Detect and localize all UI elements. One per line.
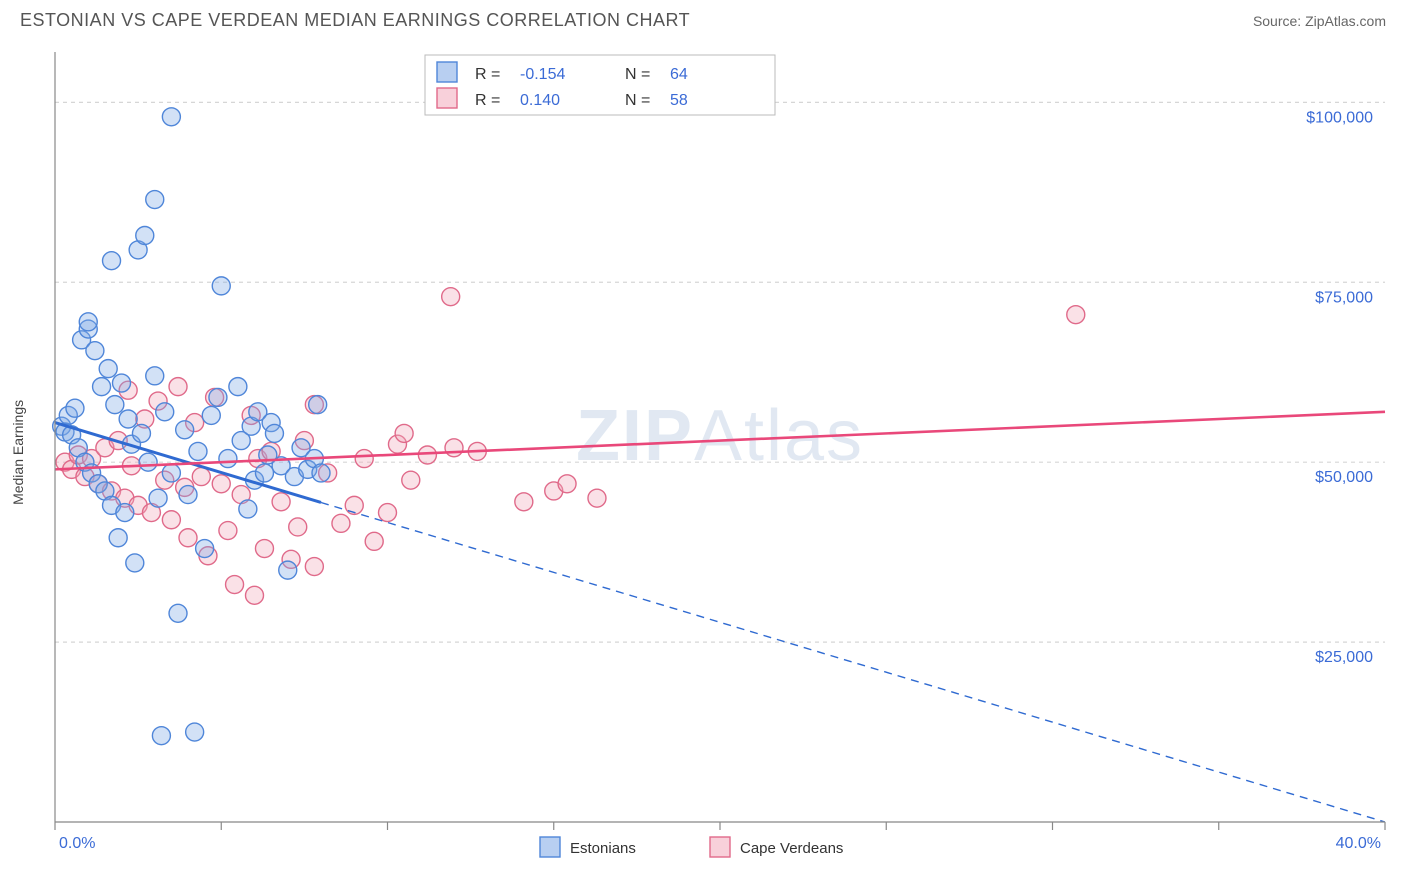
stats-r-value: 0.140 [520, 92, 560, 109]
scatter-point [109, 529, 127, 547]
scatter-point [212, 475, 230, 493]
stats-n-value: 64 [670, 66, 688, 83]
scatter-chart: ZIPAtlas$25,000$50,000$75,000$100,0000.0… [0, 37, 1406, 887]
scatter-point [265, 424, 283, 442]
y-tick-label: $100,000 [1306, 109, 1373, 126]
scatter-point [345, 496, 363, 514]
scatter-point [146, 191, 164, 209]
scatter-point [239, 500, 257, 518]
scatter-point [1067, 306, 1085, 324]
scatter-point [93, 378, 111, 396]
stats-swatch [437, 62, 457, 82]
legend-label: Cape Verdeans [740, 840, 843, 857]
scatter-point [162, 464, 180, 482]
scatter-point [79, 313, 97, 331]
stats-r-label: R = [475, 66, 500, 83]
scatter-point [212, 277, 230, 295]
scatter-point [99, 360, 117, 378]
legend-swatch [710, 837, 730, 857]
scatter-point [219, 522, 237, 540]
scatter-point [312, 464, 330, 482]
stats-r-value: -0.154 [520, 66, 565, 83]
scatter-point [196, 540, 214, 558]
scatter-point [515, 493, 533, 511]
chart-source: Source: ZipAtlas.com [1253, 13, 1386, 29]
stats-n-value: 58 [670, 92, 688, 109]
scatter-point [113, 374, 131, 392]
scatter-point [186, 723, 204, 741]
legend-swatch [540, 837, 560, 857]
scatter-point [355, 450, 373, 468]
y-tick-label: $75,000 [1315, 289, 1373, 306]
scatter-point [116, 504, 134, 522]
scatter-point [588, 489, 606, 507]
scatter-point [279, 561, 297, 579]
scatter-point [146, 367, 164, 385]
scatter-point [246, 586, 264, 604]
scatter-point [418, 446, 436, 464]
y-tick-label: $50,000 [1315, 469, 1373, 486]
scatter-point [445, 439, 463, 457]
scatter-point [66, 399, 84, 417]
chart-container: ZIPAtlas$25,000$50,000$75,000$100,0000.0… [0, 37, 1406, 887]
scatter-point [558, 475, 576, 493]
scatter-point [365, 532, 383, 550]
scatter-point [395, 424, 413, 442]
trendline-estonians-dashed [321, 502, 1385, 822]
scatter-point [162, 511, 180, 529]
scatter-point [169, 604, 187, 622]
stats-r-label: R = [475, 92, 500, 109]
x-tick-label: 40.0% [1336, 835, 1381, 852]
scatter-point [162, 108, 180, 126]
scatter-point [106, 396, 124, 414]
scatter-point [402, 471, 420, 489]
scatter-point [86, 342, 104, 360]
scatter-point [305, 558, 323, 576]
scatter-point [189, 442, 207, 460]
scatter-point [139, 453, 157, 471]
scatter-point [332, 514, 350, 532]
scatter-point [152, 727, 170, 745]
y-axis-label: Median Earnings [10, 400, 26, 505]
scatter-point [132, 424, 150, 442]
stats-n-label: N = [625, 66, 650, 83]
chart-header: ESTONIAN VS CAPE VERDEAN MEDIAN EARNINGS… [0, 0, 1406, 37]
scatter-point [219, 450, 237, 468]
x-tick-label: 0.0% [59, 835, 95, 852]
stats-n-label: N = [625, 92, 650, 109]
scatter-point [209, 388, 227, 406]
scatter-point [289, 518, 307, 536]
legend-label: Estonians [570, 840, 636, 857]
scatter-point [179, 486, 197, 504]
scatter-point [179, 529, 197, 547]
scatter-point [255, 464, 273, 482]
scatter-point [442, 288, 460, 306]
scatter-point [119, 410, 137, 428]
scatter-point [126, 554, 144, 572]
chart-title: ESTONIAN VS CAPE VERDEAN MEDIAN EARNINGS… [20, 10, 690, 31]
scatter-point [229, 378, 247, 396]
scatter-point [255, 540, 273, 558]
scatter-point [272, 493, 290, 511]
scatter-point [156, 403, 174, 421]
y-tick-label: $25,000 [1315, 649, 1373, 666]
scatter-point [226, 576, 244, 594]
scatter-point [309, 396, 327, 414]
scatter-point [379, 504, 397, 522]
scatter-point [192, 468, 210, 486]
stats-swatch [437, 88, 457, 108]
scatter-point [149, 489, 167, 507]
scatter-point [136, 227, 154, 245]
scatter-point [103, 252, 121, 270]
scatter-point [202, 406, 220, 424]
scatter-point [176, 421, 194, 439]
scatter-point [169, 378, 187, 396]
